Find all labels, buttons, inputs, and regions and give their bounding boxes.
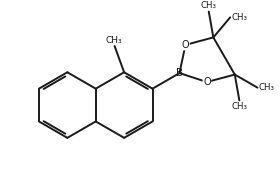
Text: CH₃: CH₃ (231, 13, 247, 22)
Text: CH₃: CH₃ (259, 83, 275, 92)
Text: CH₃: CH₃ (106, 36, 122, 45)
Text: CH₃: CH₃ (201, 1, 217, 10)
Text: CH₃: CH₃ (231, 102, 247, 111)
Text: O: O (203, 77, 211, 87)
Text: O: O (182, 40, 189, 50)
Text: B: B (176, 68, 183, 78)
